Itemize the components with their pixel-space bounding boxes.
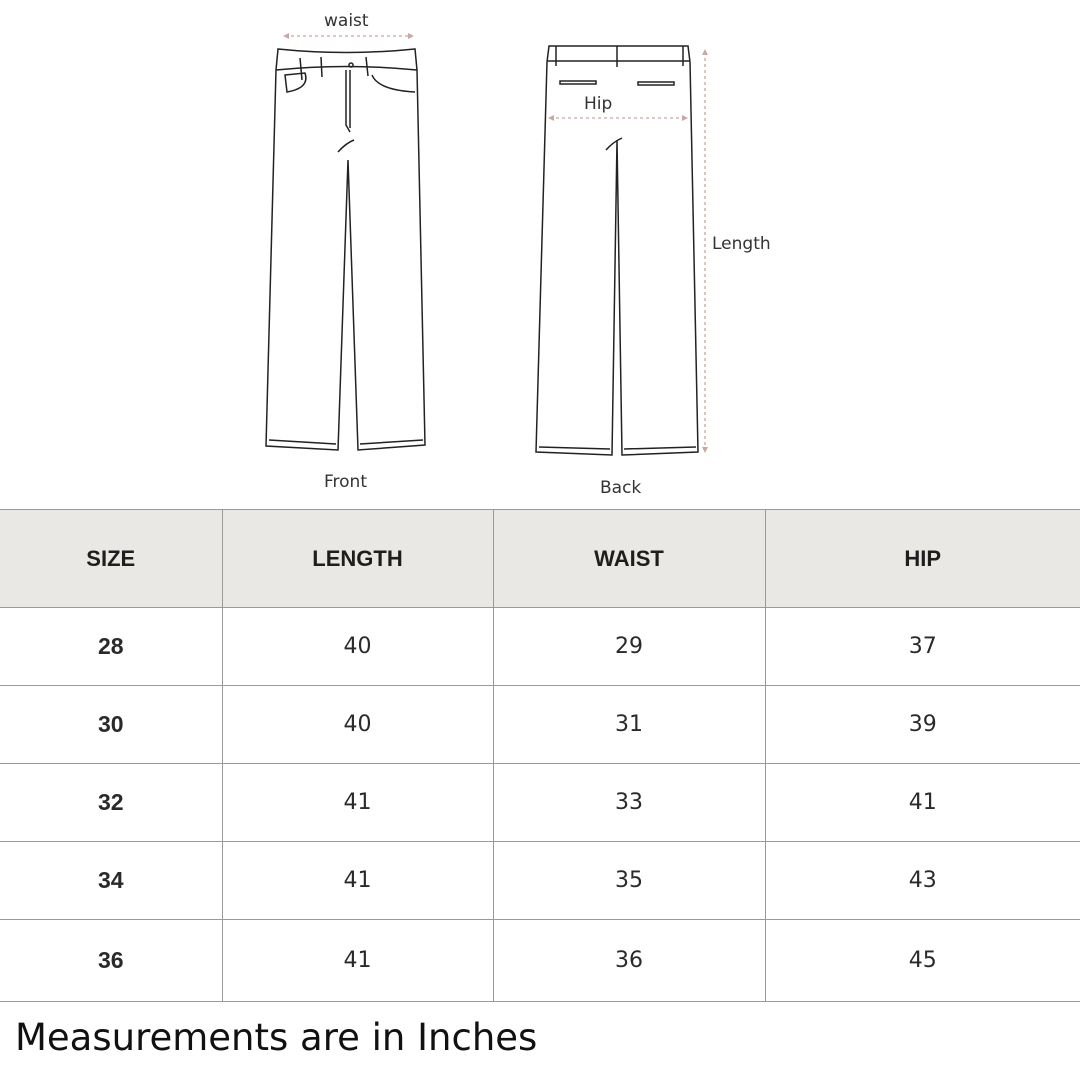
length-label: Length — [712, 234, 771, 254]
header-hip: HIP — [764, 509, 1080, 608]
measurement-arrows — [285, 35, 706, 450]
waist-label: waist — [324, 11, 369, 31]
table-row: 28 40 29 37 — [0, 607, 1080, 686]
size-cell: 34 — [0, 841, 223, 920]
table-header-row: SIZE LENGTH WAIST HIP — [0, 509, 1080, 608]
front-label: Front — [324, 472, 367, 492]
back-label: Back — [600, 478, 642, 498]
length-cell: 41 — [221, 763, 494, 842]
table-row: 36 41 36 45 — [0, 919, 1080, 1002]
waist-cell: 35 — [492, 841, 766, 920]
length-cell: 40 — [221, 607, 494, 686]
header-length: LENGTH — [221, 509, 494, 608]
table-row: 32 41 33 41 — [0, 763, 1080, 842]
size-cell: 30 — [0, 685, 223, 764]
hip-label: Hip — [584, 94, 613, 114]
pants-illustration — [265, 33, 708, 456]
back-pants-drawing — [535, 45, 699, 456]
size-cell: 36 — [0, 919, 223, 1002]
table-row: 30 40 31 39 — [0, 685, 1080, 764]
length-cell: 41 — [221, 919, 494, 1002]
measurement-note: Measurements are in Inches — [15, 1016, 538, 1059]
hip-cell: 41 — [764, 763, 1080, 842]
hip-cell: 37 — [764, 607, 1080, 686]
size-cell: 32 — [0, 763, 223, 842]
waist-cell: 33 — [492, 763, 766, 842]
table-row: 34 41 35 43 — [0, 841, 1080, 920]
hip-cell: 45 — [764, 919, 1080, 1002]
waist-cell: 36 — [492, 919, 766, 1002]
length-cell: 40 — [221, 685, 494, 764]
header-size: SIZE — [0, 509, 223, 608]
hip-cell: 43 — [764, 841, 1080, 920]
hip-cell: 39 — [764, 685, 1080, 764]
front-pants-drawing — [265, 48, 426, 451]
header-waist: WAIST — [492, 509, 766, 608]
size-cell: 28 — [0, 607, 223, 686]
waist-cell: 31 — [492, 685, 766, 764]
waist-cell: 29 — [492, 607, 766, 686]
length-cell: 41 — [221, 841, 494, 920]
size-chart-table: SIZE LENGTH WAIST HIP 28 40 29 37 30 40 31 39 … — [0, 509, 1080, 1002]
